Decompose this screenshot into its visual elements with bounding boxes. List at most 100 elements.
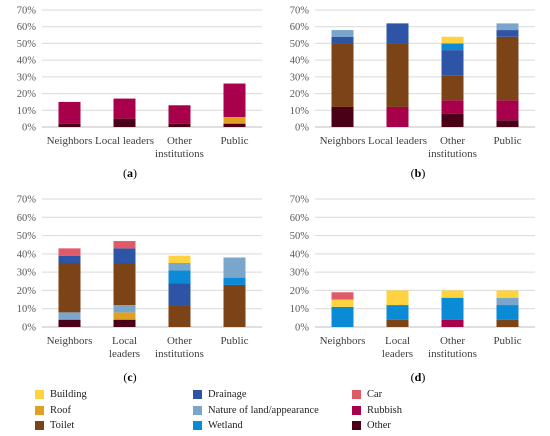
bar-segment-drainage	[496, 30, 519, 37]
y-tick-label: 60%	[290, 22, 310, 33]
y-tick-label: 20%	[17, 89, 37, 100]
bar-segment-wetland	[168, 270, 191, 284]
x-tick-label: Other	[440, 335, 465, 347]
bar-segment-car	[331, 292, 354, 300]
y-tick-label: 70%	[17, 195, 37, 206]
bar-segment-wetland	[223, 277, 246, 285]
y-tick-label: 0%	[295, 123, 309, 134]
y-tick-label: 30%	[17, 268, 37, 279]
y-tick-label: 50%	[17, 231, 37, 242]
y-tick-label: 10%	[290, 106, 310, 117]
bar-segment-drainage	[113, 248, 136, 263]
bar-segment-nature	[223, 257, 246, 278]
bar-segment-building	[441, 36, 464, 44]
y-tick-label: 20%	[290, 89, 310, 100]
x-tick-label: leaders	[382, 348, 413, 360]
x-tick-label: Public	[493, 135, 521, 147]
panel-label: (d)	[411, 370, 426, 384]
bar-segment-nature	[168, 263, 191, 271]
bar-segment-building	[496, 290, 519, 298]
bar-segment-toilet	[331, 43, 354, 107]
y-tick-label: 40%	[17, 249, 37, 260]
y-tick-label: 10%	[17, 106, 37, 117]
bar-segment-wetland	[441, 43, 464, 51]
x-tick-label: Neighbors	[47, 135, 93, 147]
y-tick-label: 60%	[290, 213, 310, 224]
y-tick-label: 30%	[17, 72, 37, 83]
bar-segment-building	[386, 290, 409, 306]
bar-segment-nature	[58, 312, 81, 320]
bar-segment-other	[58, 123, 81, 127]
bar-segment-toilet	[496, 36, 519, 101]
bar-segment-toilet	[496, 319, 519, 327]
x-tick-label: institutions	[155, 348, 204, 360]
bar-segment-car	[113, 241, 136, 249]
panel-label: (c)	[123, 370, 136, 384]
bar-segment-other	[113, 118, 136, 127]
x-tick-label: Local leaders	[95, 135, 154, 147]
bar-segment-toilet	[58, 263, 81, 313]
x-tick-label: Neighbors	[320, 135, 366, 147]
bar-segment-roof	[113, 312, 136, 320]
bar-segment-wetland	[496, 305, 519, 320]
x-tick-label: Local leaders	[368, 135, 427, 147]
bar-segment-rubbish	[496, 100, 519, 121]
y-tick-label: 30%	[290, 268, 310, 279]
bar-segment-wetland	[331, 306, 354, 327]
bar-segment-toilet	[223, 284, 246, 327]
bar-segment-drainage	[58, 255, 81, 263]
x-tick-label: Public	[493, 335, 521, 347]
y-tick-label: 0%	[295, 323, 309, 334]
bar-segment-rubbish	[386, 106, 409, 127]
bar-segment-nature	[331, 30, 354, 37]
bar-segment-building	[441, 290, 464, 298]
bar-segment-other	[168, 123, 191, 127]
bar-segment-drainage	[168, 283, 191, 306]
bar-segment-building	[168, 255, 191, 263]
bar-segment-wetland	[441, 297, 464, 320]
y-tick-label: 40%	[17, 56, 37, 67]
x-tick-label: leaders	[109, 348, 140, 360]
x-tick-label: institutions	[155, 148, 204, 160]
y-tick-label: 20%	[17, 286, 37, 297]
bar-segment-nature	[113, 305, 136, 313]
bar-segment-other	[496, 120, 519, 127]
x-tick-label: institutions	[428, 148, 477, 160]
y-tick-label: 70%	[17, 6, 37, 17]
bar-segment-rubbish	[223, 83, 246, 117]
chart-panel-c: 0% 10% 20% 30% 40% 50% 60% 70% Neighbors Locallea…	[17, 195, 262, 384]
x-tick-label: Other	[167, 135, 192, 147]
panel-label: (a)	[123, 166, 137, 180]
y-tick-label: 10%	[290, 304, 310, 315]
y-tick-label: 0%	[22, 123, 36, 134]
chart-panel-b: 0% 10% 20% 30% 40% 50% 60% 70% Neighbors Local le…	[290, 6, 535, 180]
bar-segment-toilet	[113, 263, 136, 306]
bar-segment-other	[58, 319, 81, 327]
bar-segment-other	[441, 113, 464, 127]
chart-panel-a: 0% 10% 20% 30% 40% 50% 60% 70% Neighbors Local le…	[17, 6, 262, 180]
bar-segment-rubbish	[441, 319, 464, 327]
bar-segment-nature	[496, 297, 519, 306]
bar-segment-toilet	[386, 43, 409, 107]
bar-segment-toilet	[168, 305, 191, 327]
x-tick-label: Other	[440, 135, 465, 147]
x-tick-label: Public	[220, 135, 248, 147]
bar-segment-other	[223, 123, 246, 127]
x-tick-label: Neighbors	[320, 335, 366, 347]
bar-segment-roof	[223, 116, 246, 124]
bar-segment-drainage	[441, 50, 464, 76]
bar-segment-drainage	[331, 36, 354, 44]
bar-segment-wetland	[386, 305, 409, 320]
chart-panel-d: 0% 10% 20% 30% 40% 50% 60% 70% Neighbors Locallea…	[290, 195, 535, 384]
bar-segment-nature	[496, 23, 519, 31]
bar-segment-building	[331, 299, 354, 307]
y-tick-label: 40%	[290, 56, 310, 67]
y-tick-label: 70%	[290, 6, 310, 17]
y-tick-label: 50%	[290, 231, 310, 242]
bar-segment-rubbish	[168, 105, 191, 124]
x-tick-label: Local	[112, 335, 137, 347]
bar-segment-other	[113, 319, 136, 327]
y-tick-label: 70%	[290, 195, 310, 206]
x-tick-label: Other	[167, 335, 192, 347]
